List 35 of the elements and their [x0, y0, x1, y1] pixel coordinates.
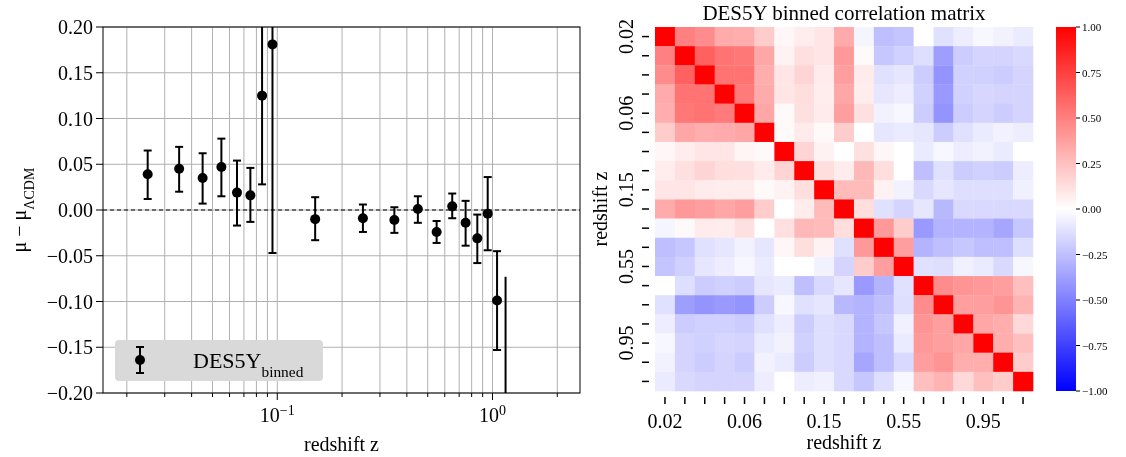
legend-label: DES5Y$_{binned}$ — [193, 348, 304, 380]
color-bar-label: 0.00 — [1082, 203, 1102, 215]
y-tick-label: 0.05 — [58, 153, 93, 176]
color-bar-label: 1.00 — [1082, 21, 1102, 33]
color-bar-label: −1.00 — [1082, 385, 1108, 397]
color-bar-label: 0.50 — [1082, 112, 1102, 124]
x-tick-label: 0.15 — [806, 410, 842, 432]
x-tick-label: 0.06 — [727, 410, 763, 432]
x-axis-title: redshift z — [806, 431, 882, 453]
y-tick-label: 0.20 — [58, 16, 93, 38]
x-tick-label: 10$^{0}$ — [479, 402, 506, 426]
x-tick-label: 0.95 — [965, 410, 1001, 432]
color-bar-label: −0.50 — [1082, 294, 1108, 306]
color-bar-label: 0.25 — [1082, 157, 1102, 170]
y-axis-title: redshift z — [589, 171, 611, 247]
color-bar-label: −0.25 — [1082, 248, 1108, 261]
y-tick-label: 0.06 — [615, 95, 637, 131]
y-tick-label: 0.95 — [615, 325, 637, 361]
y-tick-label: −0.15 — [46, 336, 93, 359]
y-tick-label: 0.15 — [615, 172, 637, 208]
y-tick-label: 0.15 — [58, 61, 93, 84]
y-tick-label: 0.00 — [58, 199, 93, 221]
y-tick-label: 0.02 — [615, 19, 637, 55]
x-tick-label: 0.55 — [886, 410, 922, 432]
x-axis-title: redshift z — [304, 433, 380, 455]
y-tick-label: 0.10 — [58, 107, 93, 130]
color-bar-label: 0.75 — [1082, 66, 1102, 79]
y-tick-label: −0.20 — [46, 382, 93, 404]
y-tick-label: 0.55 — [615, 248, 637, 284]
y-tick-label: −0.10 — [46, 290, 93, 313]
x-tick-label: 0.02 — [647, 410, 683, 432]
chart-title: DES5Y binned correlation matrix — [702, 1, 987, 25]
y-tick-label: −0.05 — [46, 244, 93, 267]
x-tick-label: 10$^{−1}$ — [259, 402, 295, 426]
color-bar-label: −0.75 — [1082, 339, 1108, 352]
